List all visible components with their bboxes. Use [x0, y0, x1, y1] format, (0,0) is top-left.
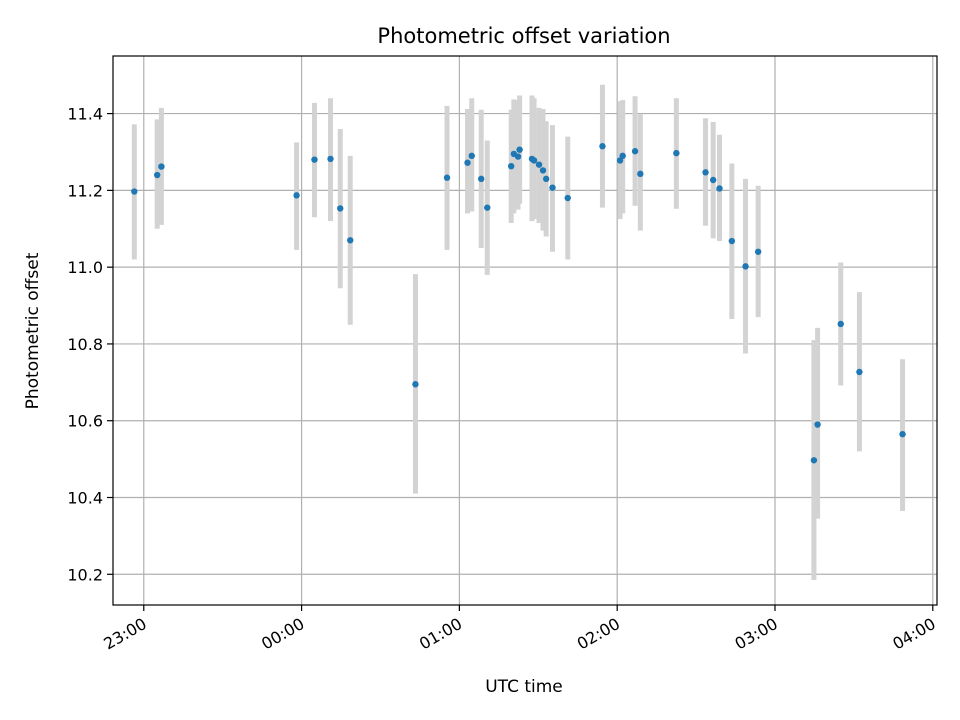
data-point	[837, 320, 844, 328]
data-point	[464, 159, 471, 166]
y-tick-label: 11.4	[67, 105, 103, 124]
data-point	[673, 149, 680, 157]
data-point	[468, 152, 475, 160]
data-point	[637, 170, 644, 178]
data-point	[899, 430, 906, 438]
data-point	[599, 143, 606, 150]
data-point	[530, 157, 538, 164]
data-point	[728, 237, 736, 245]
y-tick-label: 10.8	[67, 335, 103, 354]
data-point	[478, 175, 485, 183]
data-point	[311, 156, 318, 163]
data-point	[539, 167, 547, 174]
data-point	[443, 174, 451, 181]
data-points	[131, 143, 906, 464]
data-point	[507, 162, 515, 170]
y-tick-label: 11.2	[67, 181, 103, 200]
plot-area-frame	[112, 55, 938, 606]
data-point	[619, 152, 626, 160]
data-point	[337, 205, 344, 212]
data-point	[484, 204, 491, 211]
data-point	[293, 192, 300, 199]
chart-title: Photometric offset variation	[377, 24, 670, 48]
y-tick-label: 10.2	[67, 565, 103, 584]
data-point	[754, 248, 762, 255]
data-point	[810, 457, 818, 464]
data-point	[153, 171, 161, 179]
data-point	[535, 161, 543, 168]
grid-lines	[113, 56, 937, 605]
data-point	[856, 368, 863, 376]
y-axis-label: Photometric offset	[23, 252, 43, 409]
data-point	[347, 237, 354, 244]
x-axis-label: UTC time	[485, 677, 563, 697]
data-point	[814, 421, 821, 428]
data-point	[514, 153, 522, 160]
data-point	[542, 175, 550, 183]
data-point	[742, 263, 749, 270]
data-point	[564, 194, 571, 202]
data-point	[702, 169, 709, 176]
data-point	[516, 146, 523, 153]
data-point	[709, 176, 717, 184]
data-point	[158, 163, 165, 170]
data-point	[131, 188, 138, 195]
y-tick-label: 10.6	[67, 412, 103, 431]
data-point	[327, 155, 334, 163]
data-point	[716, 185, 723, 192]
y-tick-label: 10.4	[67, 489, 103, 508]
data-point	[412, 381, 419, 388]
data-point	[631, 148, 639, 155]
data-point	[549, 184, 556, 191]
y-tick-label: 11.0	[67, 258, 103, 277]
y-axis-ticks: 10.2 10.4 10.6 10.8 11.0 11.2 11.4	[67, 105, 113, 584]
